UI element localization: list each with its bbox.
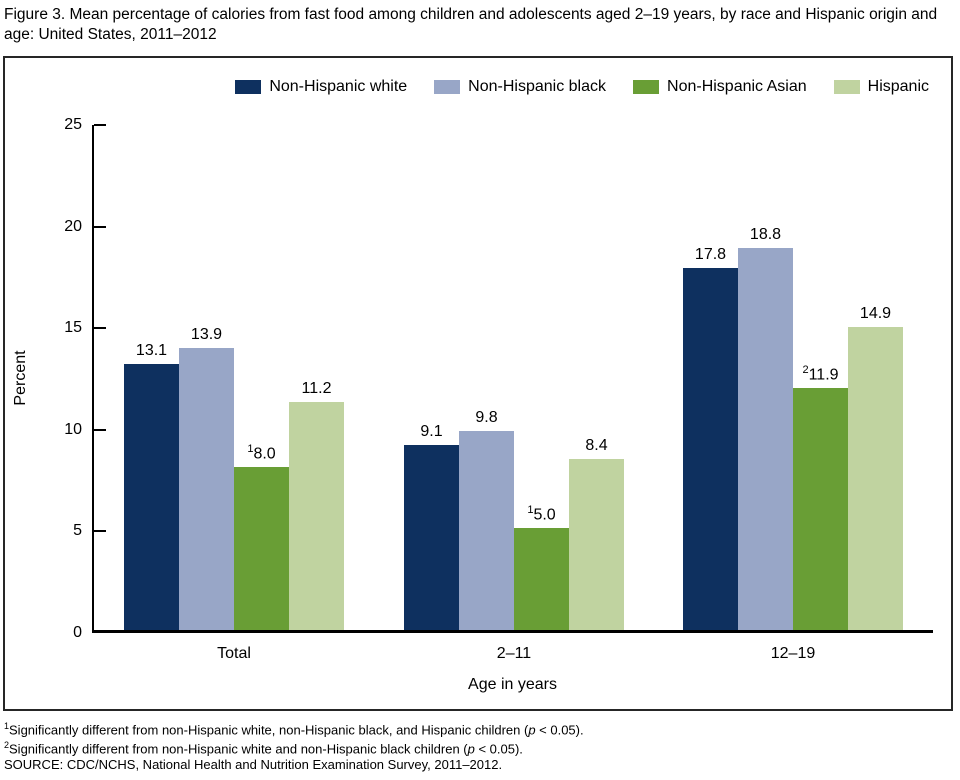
- legend-label: Non-Hispanic Asian: [667, 78, 807, 95]
- bar-value-label: 211.9: [802, 363, 839, 384]
- bar-column: 18.8: [738, 125, 793, 630]
- plot-area: 0 5 10 15 20 25 13.1 13.9 18.0 11.2 Total 9.1 9.8 15.…: [64, 116, 933, 662]
- bar-non-hispanic-white: [683, 268, 738, 630]
- bar-non-hispanic-black: [459, 430, 514, 630]
- legend-label: Hispanic: [867, 78, 929, 95]
- x-category-label: 2–11: [496, 645, 532, 662]
- bar-column: 17.8: [683, 125, 738, 630]
- bar-value-label: 11.2: [301, 380, 332, 398]
- legend-item: Non-Hispanic white: [235, 78, 407, 96]
- bar-non-hispanic-black: [179, 347, 234, 630]
- bar-column: 9.1: [404, 125, 459, 630]
- y-tick-mark: [94, 327, 106, 330]
- bar-hispanic: [848, 327, 903, 630]
- bar-non-hispanic-white: [124, 363, 179, 630]
- bar-value-label: 15.0: [527, 504, 556, 524]
- bar-hispanic: [569, 459, 624, 630]
- y-tick-mark: [94, 428, 106, 431]
- y-tick-mark: [94, 530, 106, 533]
- bar-column: 15.0: [514, 125, 569, 630]
- bar-non-hispanic-asian: [793, 388, 848, 630]
- y-tick-mark: [94, 225, 106, 228]
- legend-swatch-icon: [833, 80, 860, 94]
- bar-value-label: 14.9: [859, 305, 892, 323]
- footnote-2: 2Significantly different from non-Hispan…: [4, 739, 523, 757]
- footnotes: 1Significantly different from non-Hispan…: [4, 719, 954, 772]
- bar-column: 14.9: [848, 125, 903, 630]
- bar-group-12–19: 17.8 18.8 211.9 14.9 12–19: [683, 125, 903, 662]
- bar-non-hispanic-asian: [514, 528, 569, 630]
- bar-value-label: 17.8: [694, 246, 727, 264]
- bar-value-label: 13.9: [190, 325, 223, 343]
- bar-non-hispanic-black: [738, 247, 793, 630]
- bar-column: 211.9: [793, 125, 848, 630]
- bar-column: 9.8: [459, 125, 514, 630]
- bar-non-hispanic-white: [404, 445, 459, 630]
- y-axis-title: Percent: [12, 350, 29, 406]
- y-tick-label: 20: [64, 217, 82, 235]
- bar-value-label: 13.1: [135, 341, 168, 359]
- footnote-1: 1Significantly different from non-Hispan…: [4, 721, 584, 738]
- legend-swatch-icon: [235, 80, 262, 94]
- x-axis-title: Age in years: [468, 676, 557, 693]
- legend-label: Non-Hispanic white: [269, 78, 408, 95]
- bar-column: 8.4: [569, 125, 624, 630]
- bar-non-hispanic-asian: [234, 467, 289, 630]
- y-tick-label: 15: [64, 319, 82, 337]
- legend-item: Hispanic: [833, 78, 929, 96]
- legend-item: Non-Hispanic Asian: [633, 78, 807, 96]
- chart-panel: Non-Hispanic white Non-Hispanic black Non-…: [3, 56, 953, 711]
- bar-value-label: 9.8: [475, 408, 498, 426]
- chart-legend: Non-Hispanic white Non-Hispanic black Non-…: [235, 78, 929, 96]
- y-tick-label: 0: [73, 624, 82, 641]
- legend-swatch-icon: [434, 80, 461, 94]
- x-category-label: Total: [217, 645, 251, 662]
- bar-column: 18.0: [234, 125, 289, 630]
- bar-column: 13.1: [124, 125, 179, 630]
- x-category-label: 12–19: [770, 645, 816, 662]
- y-tick-label: 10: [64, 420, 82, 438]
- legend-label: Non-Hispanic black: [468, 78, 607, 95]
- source-line: SOURCE: CDC/NCHS, National Health and Nu…: [4, 756, 503, 772]
- legend-swatch-icon: [633, 80, 660, 94]
- bar-column: 13.9: [179, 125, 234, 630]
- bar-value-label: 18.0: [247, 443, 276, 463]
- bar-value-label: 8.4: [585, 437, 608, 455]
- y-tick-label: 25: [64, 116, 82, 133]
- y-tick-mark: [94, 124, 106, 126]
- bar-value-label: 18.8: [749, 225, 782, 243]
- bar-hispanic: [289, 402, 344, 630]
- y-tick-label: 5: [73, 522, 82, 540]
- bar-group-total: 13.1 13.9 18.0 11.2 Total: [124, 125, 344, 662]
- bar-value-label: 9.1: [420, 423, 443, 441]
- legend-item: Non-Hispanic black: [434, 78, 606, 96]
- bar-column: 11.2: [289, 125, 344, 630]
- figure-title: Figure 3. Mean percentage of calories fr…: [4, 6, 938, 43]
- bar-group-2–11: 9.1 9.8 15.0 8.4 2–11: [404, 125, 624, 662]
